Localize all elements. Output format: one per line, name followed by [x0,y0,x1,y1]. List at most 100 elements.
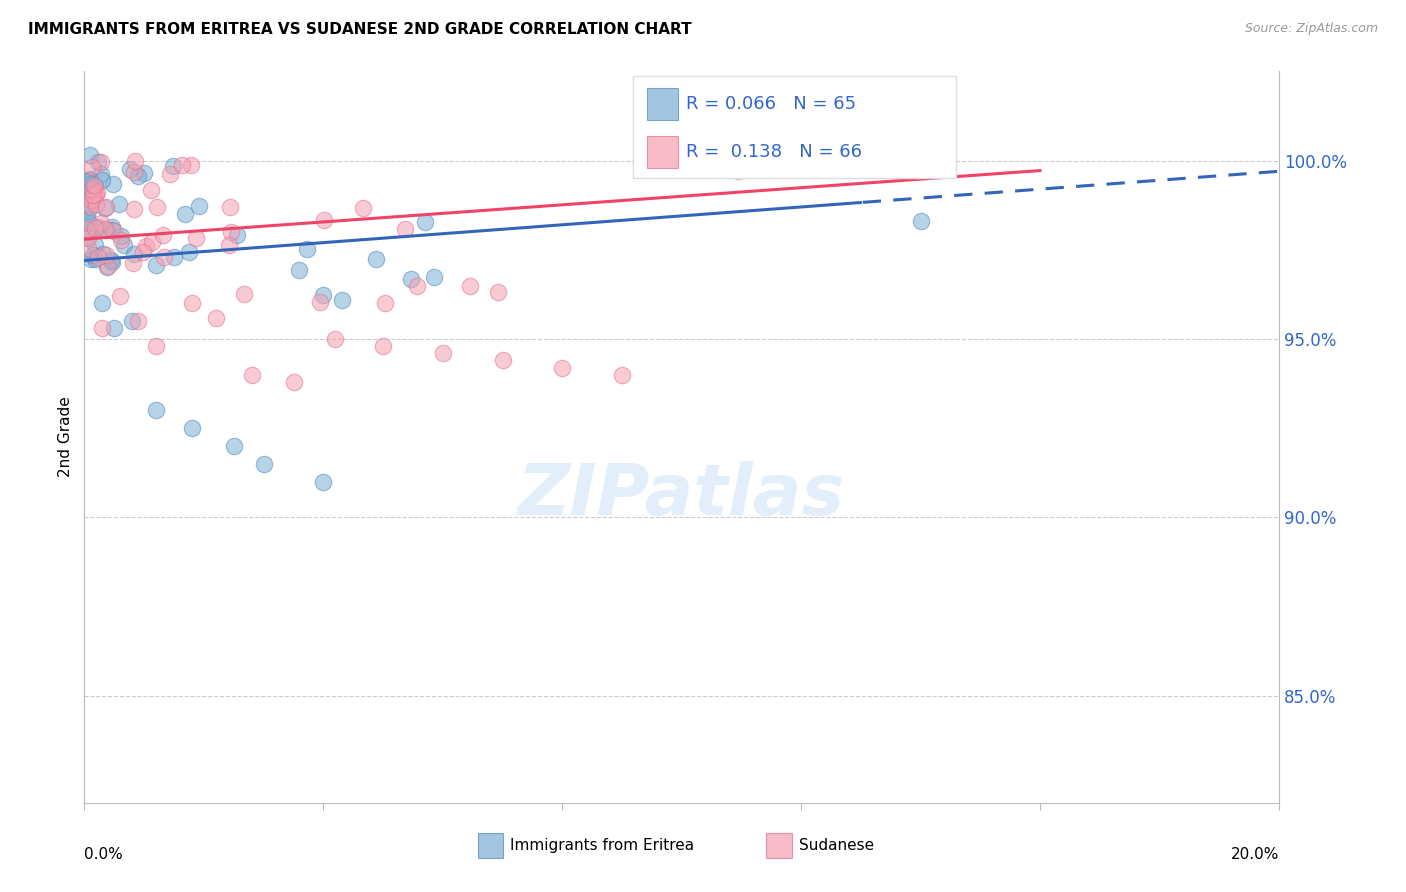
Point [308,295,330,310]
Point [79,193,101,207]
Point [86,186,108,200]
Point [80,189,103,203]
Point [139,183,162,197]
Point [163,251,186,265]
Point [122,256,145,270]
Point [181,421,204,435]
Point [312,475,335,489]
Text: 0.0%: 0.0% [84,847,124,862]
Point [76,211,98,226]
Point [288,262,311,277]
Point [76,221,98,235]
Point [77,204,100,219]
Point [112,238,135,252]
Point [94,247,117,261]
Point [127,314,149,328]
Point [226,228,249,243]
Point [218,237,240,252]
Point [152,250,174,264]
Point [91,247,114,261]
Point [551,360,574,375]
Point [152,227,174,242]
Point [84,179,107,194]
Point [76,241,98,255]
Point [110,289,132,303]
Point [80,161,103,175]
Point [84,238,107,252]
Point [401,272,423,286]
Point [146,200,169,214]
Point [83,188,105,202]
Point [121,314,143,328]
Point [612,368,634,382]
Point [77,231,100,245]
Point [219,225,242,239]
Text: ZIPatlas: ZIPatlas [519,461,845,530]
Point [364,252,387,267]
Bar [478,833,503,858]
Point [132,244,155,259]
Point [406,279,429,293]
Text: Immigrants from Eritrea: Immigrants from Eritrea [510,838,695,853]
Point [80,252,103,266]
Point [101,223,124,237]
Point [87,155,110,169]
Point [76,174,98,188]
Point [172,158,194,172]
Point [84,197,107,211]
Point [188,199,211,213]
Point [94,223,117,237]
Point [87,250,110,264]
Point [90,216,112,230]
Point [283,375,305,389]
Point [122,247,145,261]
Point [83,180,105,194]
Point [79,148,101,162]
Y-axis label: 2nd Grade: 2nd Grade [58,397,73,477]
Point [90,172,112,186]
Point [352,202,374,216]
Point [122,202,145,216]
Point [82,188,104,202]
Point [423,269,446,284]
Point [94,201,117,215]
Point [100,253,122,268]
Point [83,178,105,192]
Point [240,368,263,382]
Point [76,225,98,239]
Point [79,216,101,230]
Point [145,339,167,353]
Point [373,339,395,353]
Point [91,321,114,335]
Point [174,207,197,221]
Point [79,199,101,213]
Point [394,222,416,236]
Point [233,287,256,301]
Point [727,164,749,178]
Point [910,214,932,228]
Point [91,296,114,310]
Point [314,212,336,227]
Point [101,219,124,234]
Bar [766,833,792,858]
Point [84,186,107,201]
Point [159,167,181,181]
Point [122,165,145,179]
Point [76,199,98,213]
Point [76,187,98,202]
Point [492,353,515,368]
Point [325,332,347,346]
Point [205,310,228,325]
Point [145,403,167,417]
Point [79,178,101,192]
Point [297,242,319,256]
Point [110,233,132,247]
Point [90,168,112,182]
Point [432,346,454,360]
Text: R = 0.066   N = 65: R = 0.066 N = 65 [686,95,856,113]
Point [374,295,396,310]
Point [96,260,118,274]
Point [89,155,111,169]
Point [96,200,118,214]
Point [177,244,200,259]
